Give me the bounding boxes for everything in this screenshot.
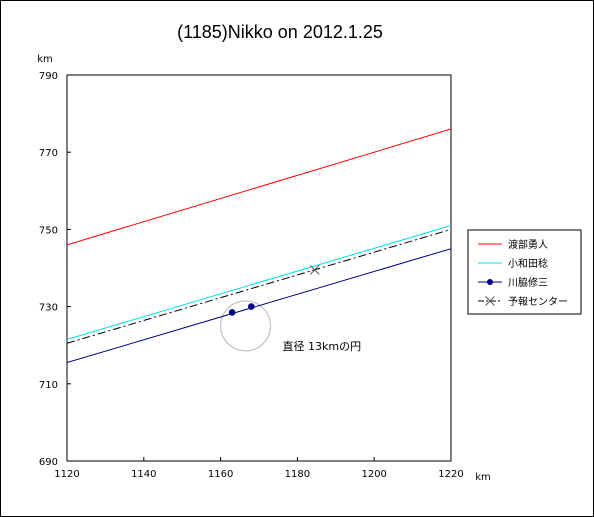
observer-point bbox=[228, 309, 236, 316]
series-line-4 bbox=[67, 228, 451, 344]
x-tick-label: 1120 bbox=[54, 469, 79, 480]
y-tick-label: 770 bbox=[39, 148, 58, 159]
y-axis-unit-label: km bbox=[37, 54, 53, 65]
legend-marker bbox=[487, 279, 493, 285]
legend-label: 渡部勇人 bbox=[508, 238, 548, 251]
legend-label: 小和田稔 bbox=[508, 257, 548, 270]
series-lines bbox=[67, 128, 451, 364]
legend-marker bbox=[485, 296, 495, 306]
x-tick-label: 1140 bbox=[131, 469, 156, 480]
diameter-circle-label: 直径 13kmの円 bbox=[283, 339, 362, 353]
x-marker-stroke bbox=[485, 296, 495, 306]
y-tick-label: 710 bbox=[39, 380, 58, 391]
x-tick-label: 1200 bbox=[361, 469, 386, 480]
series-line-1 bbox=[67, 128, 451, 246]
series-line-3 bbox=[67, 248, 451, 364]
series-line-2 bbox=[67, 225, 451, 340]
diameter-circle bbox=[220, 300, 272, 352]
x-tick-label: 1160 bbox=[208, 469, 233, 480]
x-axis-unit-label: km bbox=[475, 472, 491, 483]
series-markers bbox=[228, 265, 320, 316]
x-tick-label: 1220 bbox=[438, 469, 463, 480]
y-tick-label: 750 bbox=[39, 225, 58, 236]
observer-point bbox=[248, 303, 255, 310]
prediction-center-point bbox=[309, 265, 320, 275]
annotations: 直径 13kmの円 bbox=[220, 300, 362, 353]
y-tick-label: 690 bbox=[39, 457, 58, 468]
x-tick-label: 1180 bbox=[285, 469, 310, 480]
plot-area bbox=[66, 74, 452, 462]
chart-title: (1185)Nikko on 2012.1.25 bbox=[177, 22, 383, 42]
axes: 1120 1140 1160 1180 1200 1220 690 710 730 750 770 7… bbox=[39, 71, 464, 480]
legend-label: 川脇修三 bbox=[508, 276, 548, 289]
legend-label: 予報センター bbox=[508, 296, 568, 308]
y-tick-label: 790 bbox=[39, 71, 58, 82]
x-marker-stroke bbox=[309, 265, 320, 275]
y-tick-label: 730 bbox=[39, 303, 58, 314]
